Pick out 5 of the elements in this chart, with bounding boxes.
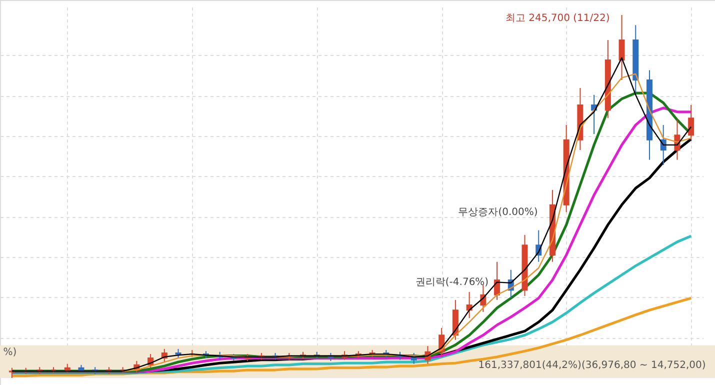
annotation: 권리락(-4.76%) [415,277,489,288]
annotation: 무상증자(0.00%) [458,207,538,218]
annotation: %) [3,347,17,358]
annotation: 최고 245,700 (11/22) [505,13,610,24]
annotation: 161,337,801(44,2%)(36,976,80 ~ 14,752,00) [478,360,706,371]
